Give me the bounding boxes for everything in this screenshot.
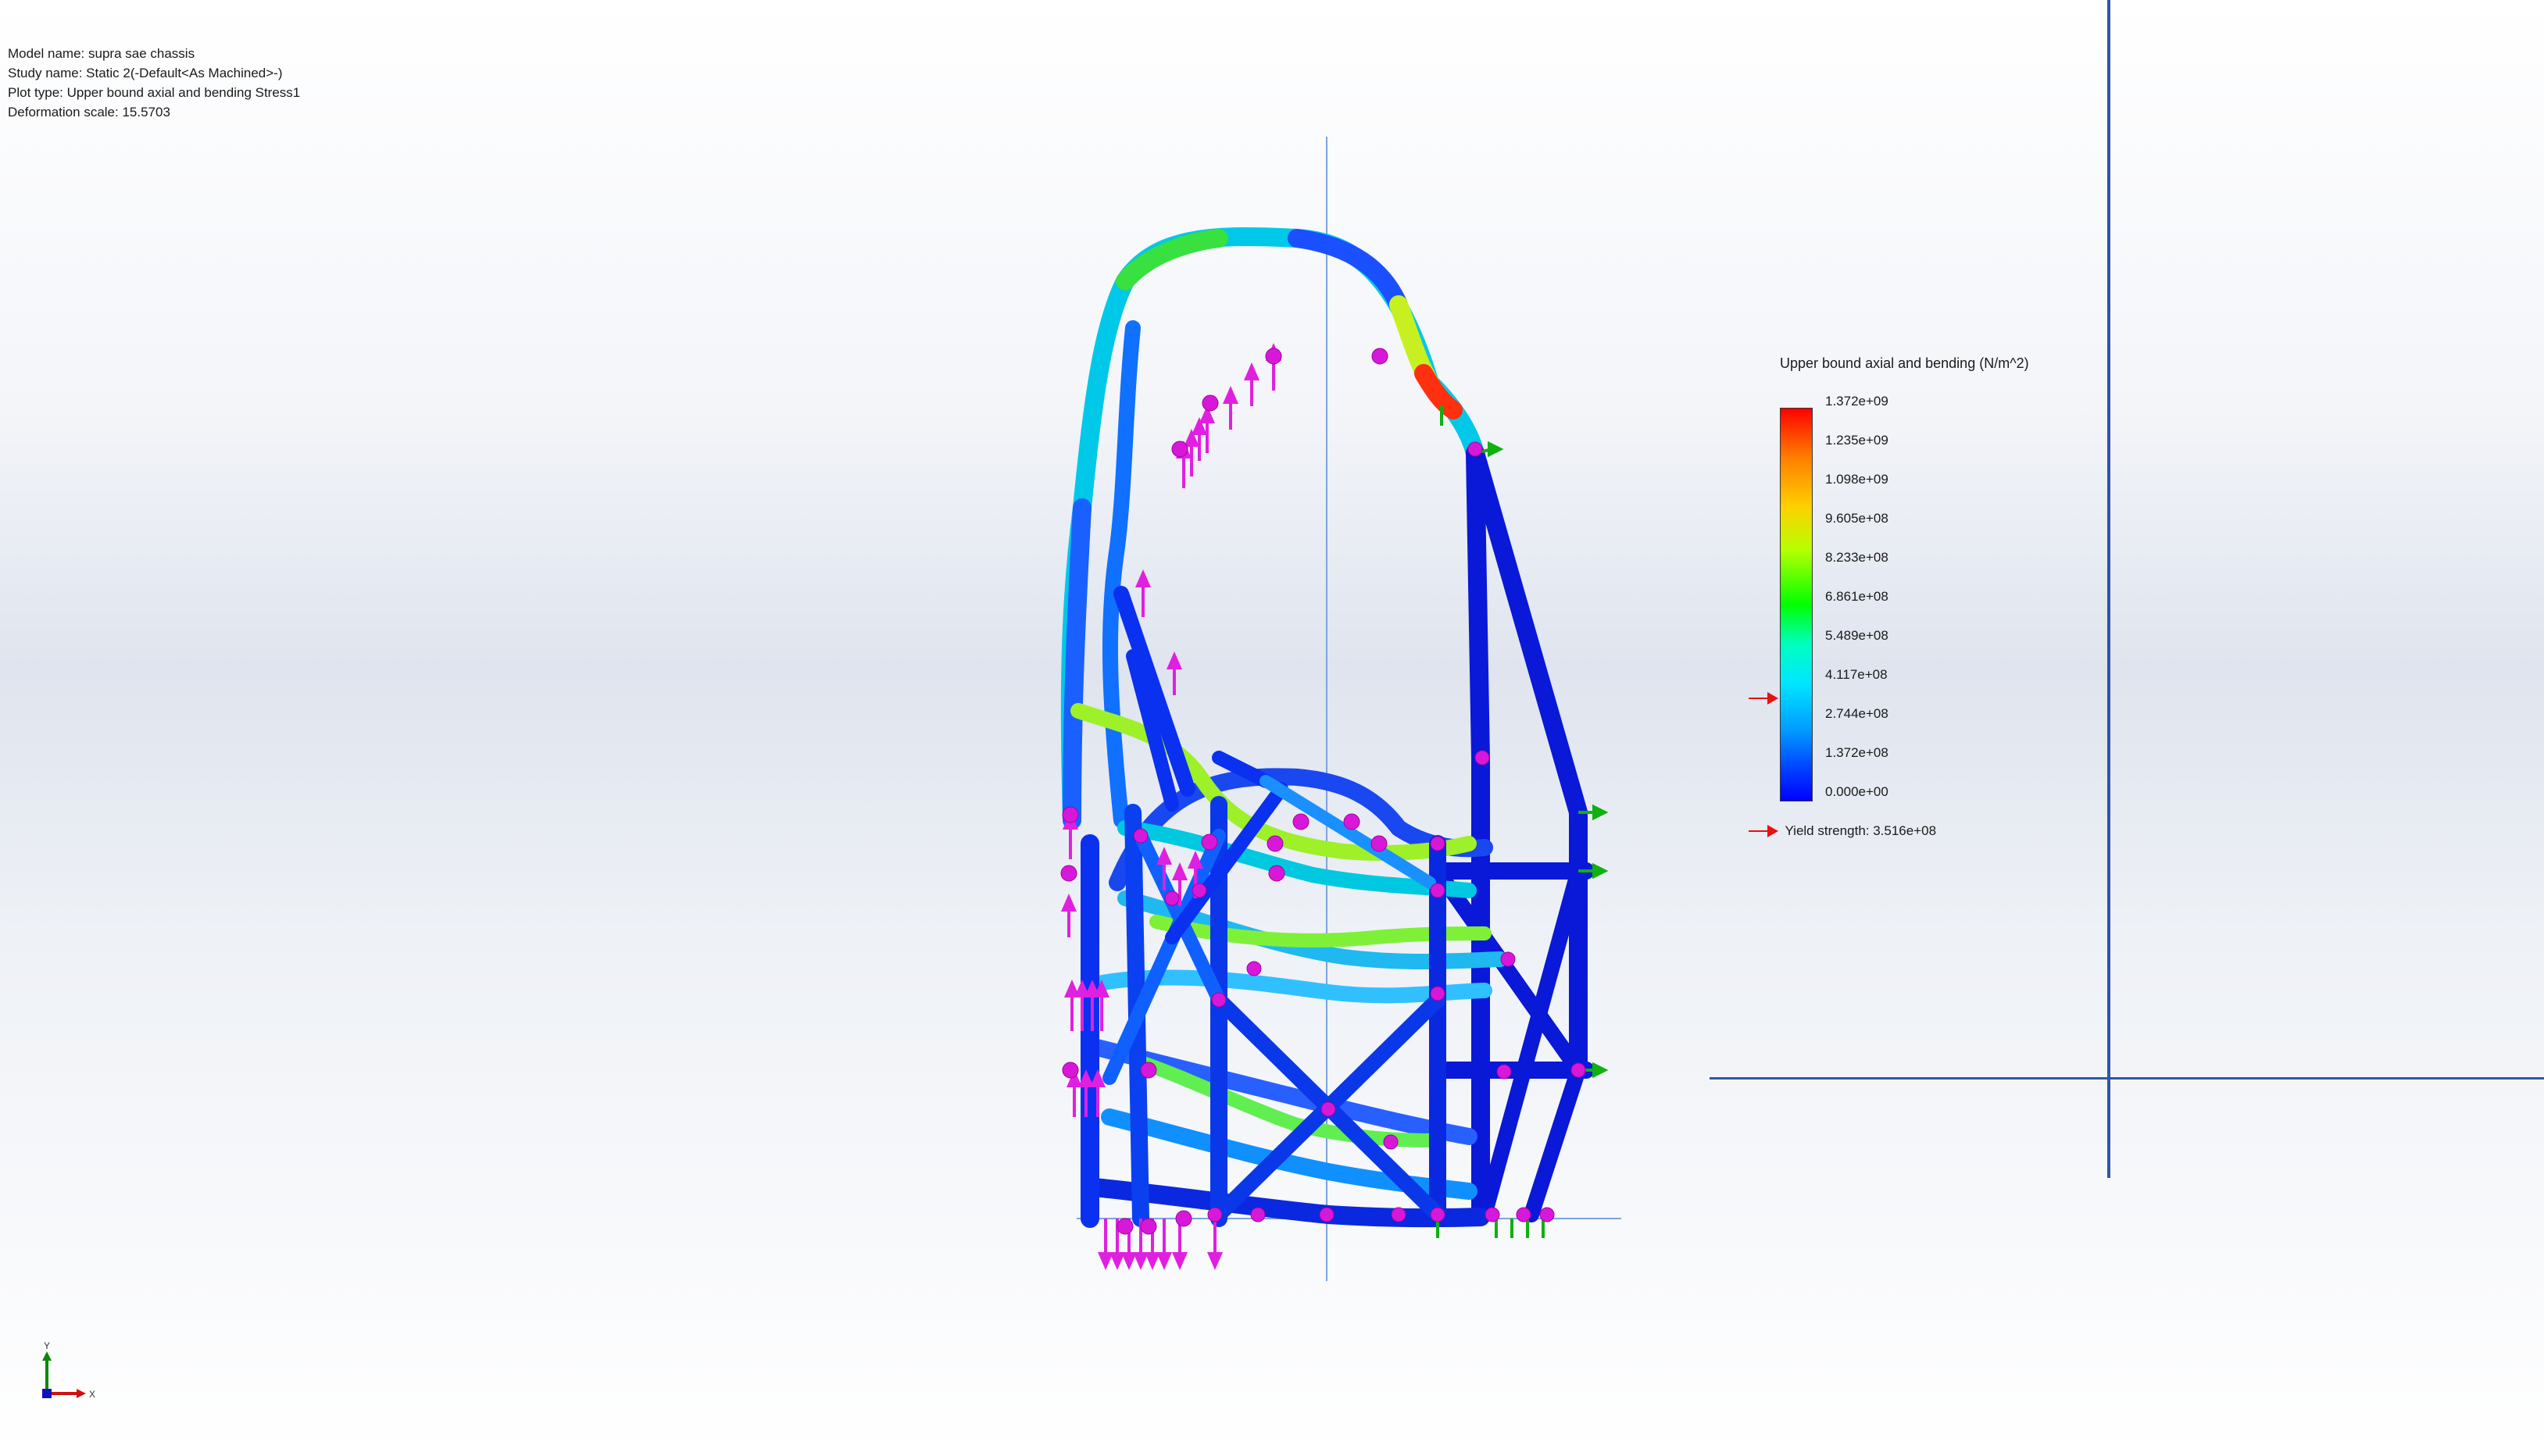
- upper-diag-1: [1113, 586, 1195, 797]
- deformation-scale-label: Deformation scale: 15.5703: [8, 105, 170, 120]
- rear-diag-2: [1477, 863, 1586, 1222]
- legend-tick: 0.000e+00: [1825, 784, 1888, 799]
- upper-bar-1: [1212, 751, 1273, 788]
- hoop-segment-red: [1414, 364, 1463, 419]
- hoop-left-upright: [1063, 498, 1092, 830]
- stress-legend: Upper bound axial and bending (N/m^2) 1.…: [1749, 355, 2061, 855]
- legend-title: Upper bound axial and bending (N/m^2): [1780, 355, 2029, 371]
- rear-diag-3: [1524, 1062, 1586, 1222]
- legend-tick: 6.861e+08: [1825, 589, 1888, 604]
- triad-x-arrow-icon: [77, 1389, 86, 1398]
- study-info-block: Model name: supra sae chassis Study name…: [8, 44, 300, 122]
- fixture-arrows[interactable]: [1436, 406, 1609, 1238]
- plot-type-label: Plot type: Upper bound axial and bending…: [8, 85, 301, 100]
- upper-diag-2: [1126, 649, 1179, 812]
- legend-tick: 1.372e+08: [1825, 745, 1888, 760]
- side-tube-5: [1149, 915, 1492, 947]
- coordinate-triad: Y X: [42, 1342, 95, 1400]
- reference-line-horizontal: [1710, 1077, 2544, 1080]
- yield-arrow-icon: [1749, 825, 1778, 837]
- legend-tick: 5.489e+08: [1825, 628, 1888, 643]
- legend-tick: 1.235e+09: [1825, 433, 1888, 448]
- x-brace-5: [1165, 782, 1288, 944]
- rear-upright-left: [1466, 444, 1490, 1224]
- yield-marker-arrow-icon: [1749, 692, 1778, 705]
- legend-tick: 1.372e+09: [1825, 394, 1888, 409]
- legend-tick: 8.233e+08: [1825, 550, 1888, 565]
- legend-tick: 4.117e+08: [1825, 667, 1888, 682]
- hoop-segment-green: [1116, 229, 1228, 291]
- triad-z-axis: [42, 1389, 52, 1398]
- triad-x-label: X: [89, 1389, 95, 1400]
- legend-tick: 2.744e+08: [1825, 706, 1888, 721]
- upper-bar-2: [1259, 775, 1436, 889]
- triad-y-arrow-icon: [42, 1351, 52, 1361]
- yield-strength-row: Yield strength: 3.516e+08: [1747, 823, 1936, 841]
- legend-tick: 1.098e+09: [1825, 472, 1888, 487]
- rear-diag-1: [1430, 863, 1586, 1078]
- rear-upright-right: [1466, 444, 1588, 1080]
- triad-y-label: Y: [44, 1342, 50, 1351]
- legend-tick: 9.605e+08: [1825, 511, 1888, 526]
- study-name-label: Study name: Static 2(-Default<As Machine…: [8, 66, 283, 80]
- load-arrow-group-floor: [1097, 1219, 1224, 1270]
- reference-line-vertical: [2107, 0, 2110, 1178]
- inner-hoop-tube: [1102, 320, 1141, 828]
- hoop-segment-blue: [1288, 229, 1408, 314]
- legend-color-bar: [1780, 408, 1813, 801]
- load-arrow-group-upper: [1134, 343, 1282, 695]
- yield-strength-label: Yield strength: 3.516e+08: [1785, 823, 1937, 838]
- x-brace-4: [1102, 829, 1226, 1085]
- model-name-label: Model name: supra sae chassis: [8, 46, 195, 61]
- node-markers[interactable]: [1060, 348, 1586, 1235]
